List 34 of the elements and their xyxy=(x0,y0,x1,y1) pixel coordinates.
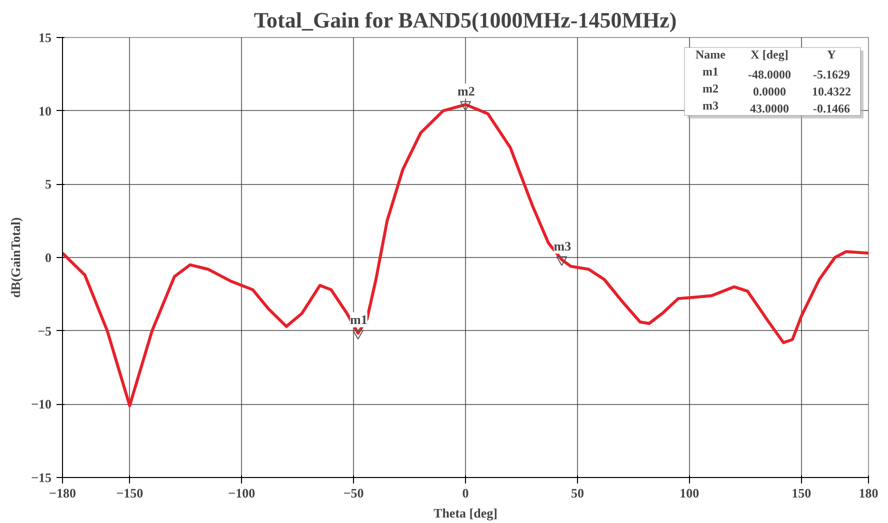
annotation: -5.1629 xyxy=(813,68,850,82)
annotation: 43.0000 xyxy=(750,102,789,116)
annotation: Y xyxy=(827,48,836,62)
annotation: m1 xyxy=(350,312,368,328)
annotation: m1 xyxy=(702,64,718,78)
annotation: 0.0000 xyxy=(753,84,786,98)
annotation: 10.4322 xyxy=(812,84,851,98)
x-tick-label: −50 xyxy=(343,486,364,500)
chart-title: Total_Gain for BAND5(1000MHz-1450MHz) xyxy=(254,8,677,32)
annotation: m2 xyxy=(702,82,718,96)
x-tick-label: 0 xyxy=(462,486,469,500)
y-tick-label: 10 xyxy=(38,103,52,118)
x-tick-label: 50 xyxy=(570,486,584,500)
annotation: X [deg] xyxy=(750,48,788,62)
x-tick-label: −180 xyxy=(49,486,76,500)
x-tick-label: −150 xyxy=(116,486,144,500)
x-axis-title: Theta [deg] xyxy=(434,506,498,520)
y-tick-label: −10 xyxy=(31,396,52,412)
y-tick-label: −15 xyxy=(31,470,52,485)
y-tick-label: 0 xyxy=(45,250,52,265)
annotation: m2 xyxy=(458,83,475,98)
y-tick-label: −5 xyxy=(38,323,52,338)
annotation: Name xyxy=(696,48,726,62)
x-tick-label: 180 xyxy=(858,486,878,500)
x-tick-label: 100 xyxy=(680,486,700,500)
y-axis-title: dB(GainTotal) xyxy=(8,217,24,298)
annotation: -48.0000 xyxy=(748,68,791,82)
annotation: -0.1466 xyxy=(813,102,850,116)
y-tick-label: 5 xyxy=(45,176,52,192)
x-tick-label: 150 xyxy=(792,486,812,500)
x-tick-label: −100 xyxy=(228,486,256,500)
annotation: m3 xyxy=(554,238,572,254)
y-tick-label: 15 xyxy=(38,30,52,45)
annotation: m3 xyxy=(702,98,718,112)
